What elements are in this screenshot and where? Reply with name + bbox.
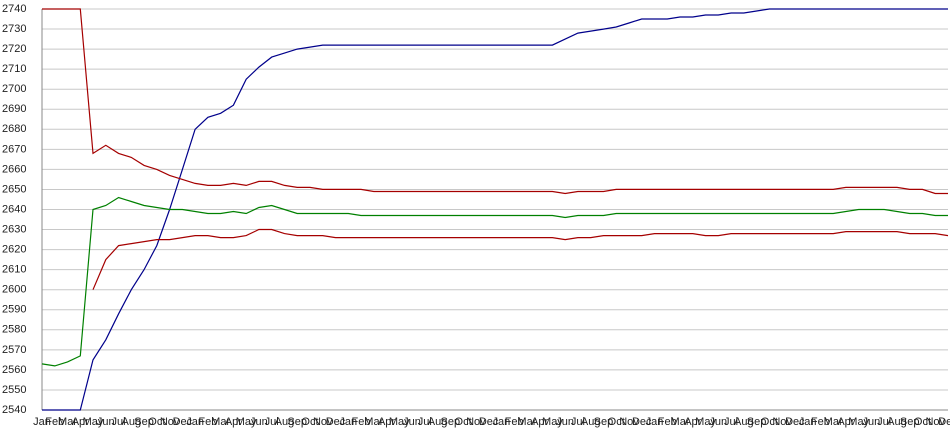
y-tick-label: 2710 <box>2 63 26 75</box>
y-tick-label: 2630 <box>2 223 26 235</box>
x-tick-label: Oct <box>914 416 931 428</box>
x-tick-label: Jun <box>556 416 574 428</box>
x-tick-label: Sep <box>134 416 154 428</box>
x-tick-label: Nov <box>160 416 180 428</box>
x-tick-label: Jan <box>646 416 664 428</box>
x-tick-label: Apr <box>225 416 242 428</box>
x-tick-label: Dec <box>938 416 950 428</box>
x-tick-label: Jul <box>418 416 432 428</box>
y-tick-label: 2660 <box>2 163 26 175</box>
x-tick-label: Aug <box>887 416 907 428</box>
y-tick-label: 2670 <box>2 143 26 155</box>
x-tick-label: Mar <box>364 416 383 428</box>
x-tick-label: Oct <box>761 416 778 428</box>
y-tick-label: 2640 <box>2 203 26 215</box>
x-tick-label: Mar <box>824 416 843 428</box>
x-tick-label: Oct <box>148 416 165 428</box>
y-tick-label: 2560 <box>2 364 26 376</box>
x-tick-label: May <box>848 416 869 428</box>
y-tick-label: 2740 <box>2 3 26 15</box>
x-tick-label: Jan <box>493 416 511 428</box>
x-tick-label: Jan <box>339 416 357 428</box>
y-tick-label: 2540 <box>2 404 26 416</box>
x-tick-label: Oct <box>608 416 625 428</box>
x-tick-label: Feb <box>658 416 677 428</box>
x-tick-label: May <box>83 416 104 428</box>
y-tick-label: 2580 <box>2 324 26 336</box>
x-tick-label: Mar <box>58 416 77 428</box>
x-tick-label: Jun <box>250 416 268 428</box>
y-tick-label: 2650 <box>2 183 26 195</box>
y-tick-label: 2700 <box>2 83 26 95</box>
y-tick-label: 2610 <box>2 264 26 276</box>
x-tick-label: Apr <box>531 416 548 428</box>
x-tick-label: Nov <box>466 416 486 428</box>
y-tick-label: 2620 <box>2 244 26 256</box>
x-tick-label: Oct <box>301 416 318 428</box>
x-tick-label: Nov <box>313 416 333 428</box>
x-tick-label: Apr <box>684 416 701 428</box>
series-line <box>42 8 948 195</box>
y-tick-label: 2690 <box>2 103 26 115</box>
y-tick-label: 2680 <box>2 123 26 135</box>
x-tick-label: Apr <box>72 416 89 428</box>
x-tick-label: Nov <box>619 416 639 428</box>
x-tick-label: Aug <box>428 416 448 428</box>
x-tick-label: Feb <box>45 416 64 428</box>
x-tick-label: Mar <box>671 416 690 428</box>
x-tick-label: Sep <box>287 416 307 428</box>
y-tick-label: 2570 <box>2 344 26 356</box>
x-tick-label: Mar <box>211 416 230 428</box>
x-tick-label: Oct <box>455 416 472 428</box>
x-tick-label: Jun <box>97 416 115 428</box>
x-tick-label: Jul <box>724 416 738 428</box>
x-tick-label: Jul <box>265 416 279 428</box>
series-line <box>92 228 949 290</box>
x-tick-label: Dec <box>785 416 805 428</box>
series-line <box>42 8 948 411</box>
x-tick-label: Nov <box>925 416 945 428</box>
x-tick-label: Sep <box>594 416 614 428</box>
y-tick-label: 2550 <box>2 384 26 396</box>
x-tick-label: May <box>236 416 257 428</box>
x-tick-label: Jan <box>799 416 817 428</box>
x-tick-label: Feb <box>811 416 830 428</box>
x-tick-label: May <box>542 416 563 428</box>
x-tick-label: Aug <box>581 416 601 428</box>
x-tick-label: Apr <box>378 416 395 428</box>
x-tick-label: Aug <box>122 416 142 428</box>
x-tick-label: Jun <box>403 416 421 428</box>
x-tick-label: Feb <box>505 416 524 428</box>
x-tick-label: May <box>695 416 716 428</box>
x-tick-label: Jun <box>863 416 881 428</box>
x-tick-label: May <box>389 416 410 428</box>
x-tick-label: Jul <box>877 416 891 428</box>
y-tick-label: 2590 <box>2 304 26 316</box>
x-tick-label: Dec <box>632 416 652 428</box>
x-tick-label: Aug <box>734 416 754 428</box>
x-tick-label: Sep <box>900 416 920 428</box>
x-tick-label: Nov <box>772 416 792 428</box>
x-tick-label: Mar <box>517 416 536 428</box>
x-tick-label: Sep <box>747 416 767 428</box>
x-tick-label: Feb <box>198 416 217 428</box>
y-tick-label: 2600 <box>2 284 26 296</box>
x-tick-label: Sep <box>441 416 461 428</box>
x-tick-label: Dec <box>326 416 346 428</box>
x-tick-label: Aug <box>275 416 295 428</box>
x-tick-label: Jan <box>33 416 51 428</box>
x-tick-label: Dec <box>479 416 499 428</box>
x-tick-label: Jul <box>571 416 585 428</box>
y-tick-label: 2730 <box>2 23 26 35</box>
series-line <box>41 196 948 367</box>
x-tick-label: Jan <box>186 416 204 428</box>
x-tick-label: Feb <box>352 416 371 428</box>
x-tick-label: Jul <box>112 416 126 428</box>
y-tick-label: 2720 <box>2 43 26 55</box>
x-tick-label: Jun <box>709 416 727 428</box>
x-tick-label: Apr <box>837 416 854 428</box>
x-tick-label: Dec <box>173 416 193 428</box>
